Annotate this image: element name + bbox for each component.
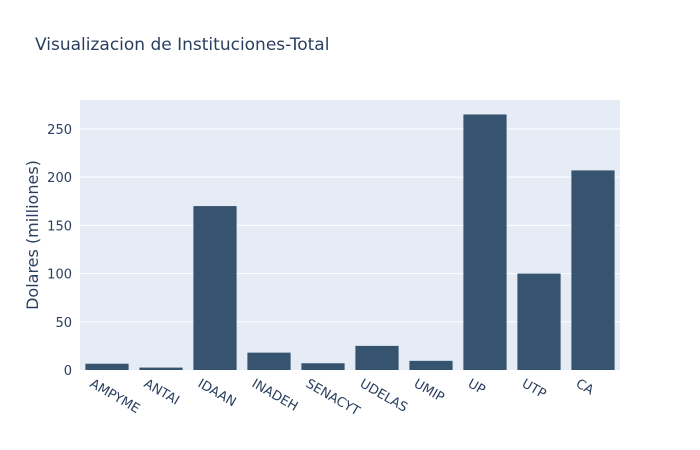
x-tick-label: SENACYT [303, 376, 362, 419]
bar-ca [571, 170, 615, 370]
y-axis-label: Dolares (milliones) [23, 160, 42, 310]
x-tick-label: UDELAS [357, 376, 410, 415]
y-tick-label: 250 [47, 123, 72, 138]
bar-senacyt [301, 363, 345, 370]
bar-utp [517, 273, 561, 370]
chart-title: Visualizacion de Instituciones-Total [35, 35, 329, 55]
x-tick-label: UMIP [411, 376, 447, 405]
x-tick-label: IDAAN [195, 376, 238, 410]
bar-udelas [355, 345, 399, 370]
x-tick-label: CA [573, 376, 596, 398]
bar-antai [139, 367, 183, 370]
x-tick-label: INADEH [249, 376, 300, 414]
bars [85, 114, 615, 370]
x-tick-label: AMPYME [87, 376, 142, 417]
x-tick-label: UP [465, 376, 488, 398]
y-tick-label: 50 [55, 316, 72, 331]
bar-ampyme [85, 363, 129, 370]
x-tick-label: UTP [519, 376, 549, 402]
y-tick-label: 150 [47, 219, 72, 234]
bar-idaan [193, 206, 237, 370]
y-tick-label: 100 [47, 268, 72, 283]
bar-inadeh [247, 352, 291, 370]
bar-umip [409, 360, 453, 370]
y-axis-ticks: 0 50 100 150 200 250 [47, 123, 72, 379]
bar-up [463, 114, 507, 370]
y-tick-label: 0 [64, 364, 72, 379]
x-tick-label: ANTAI [141, 376, 182, 408]
y-tick-label: 200 [47, 171, 72, 186]
